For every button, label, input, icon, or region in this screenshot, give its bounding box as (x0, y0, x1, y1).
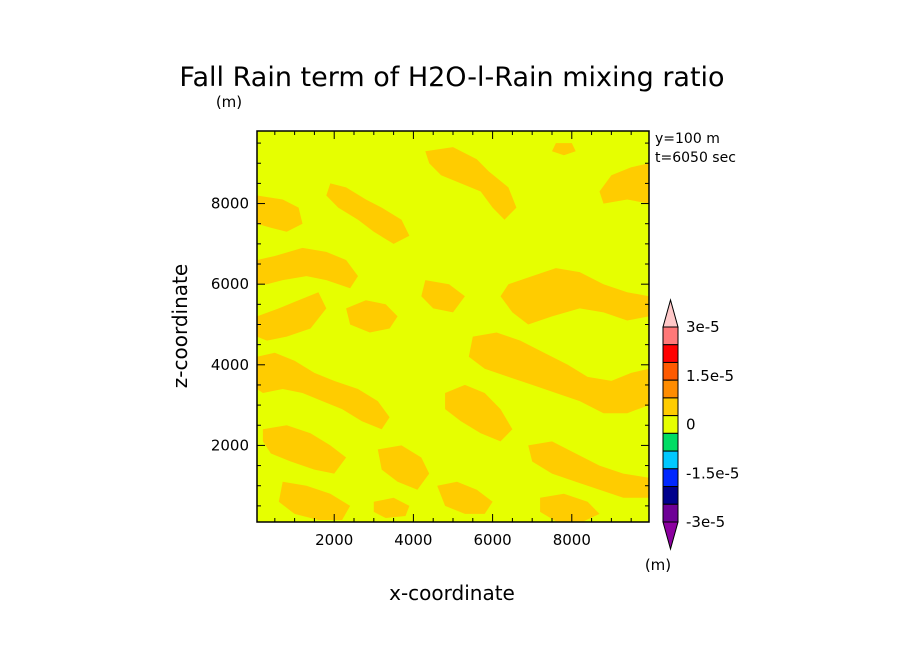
y-tick-label: 4000 (211, 356, 249, 374)
title-unit: (m) (216, 93, 242, 111)
contour-region (425, 147, 517, 220)
y-axis-label: z-coordinate (168, 264, 192, 388)
colorbar: 3e-5 1.5e-5 0 -1.5e-5 -3e-5 (662, 298, 739, 551)
contour-regions (257, 143, 649, 522)
y-tick-label: 6000 (211, 275, 249, 293)
plot-area: 2000 4000 6000 8000 2000 4000 6000 8000 (211, 130, 650, 549)
contour-region (257, 247, 358, 289)
colorbar-swatch (662, 379, 679, 399)
contour-region (377, 445, 430, 490)
contour-region (500, 268, 649, 325)
colorbar-swatch (662, 415, 679, 434)
colorbar-swatch (662, 450, 679, 470)
annotation-y: y=100 m (655, 131, 720, 147)
contour-region (528, 441, 649, 498)
contour-region (257, 292, 327, 341)
contour-region (421, 280, 465, 313)
x-axis-label: x-coordinate (389, 581, 515, 605)
contour-region (445, 384, 513, 442)
y-tick-label: 8000 (211, 195, 249, 213)
contour-region (278, 481, 351, 520)
contour-region (262, 425, 347, 474)
colorbar-swatch (662, 486, 679, 505)
x-tick-label: 4000 (394, 531, 432, 549)
contour-region (468, 332, 649, 414)
colorbar-swatch (662, 326, 679, 346)
contour-region (326, 183, 410, 244)
colorbar-unit: (m) (645, 556, 671, 574)
contour-region (346, 300, 398, 333)
colorbar-tick-label: 0 (686, 416, 696, 434)
colorbar-max-arrow (662, 298, 679, 328)
axis-ticks: 2000 4000 6000 8000 2000 4000 6000 8000 (211, 131, 649, 549)
x-tick-label: 2000 (315, 531, 353, 549)
contour-region (540, 493, 600, 522)
colorbar-tick-label: -3e-5 (686, 513, 725, 531)
contour-region (373, 497, 410, 518)
contour-region (599, 163, 649, 204)
x-tick-label: 6000 (474, 531, 512, 549)
colorbar-swatch (662, 397, 679, 417)
colorbar-tick-label: -1.5e-5 (686, 464, 739, 482)
contour-region (437, 481, 493, 514)
x-tick-label: 8000 (553, 531, 591, 549)
colorbar-swatch (662, 503, 679, 523)
colorbar-swatch (662, 361, 679, 381)
colorbar-min-arrow (662, 521, 679, 551)
annotation-t: t=6050 sec (655, 150, 736, 166)
chart-title: Fall Rain term of H2O-l-Rain mixing rati… (179, 62, 724, 93)
y-tick-label: 2000 (211, 436, 249, 454)
colorbar-swatch (662, 344, 679, 363)
colorbar-tick-label: 1.5e-5 (686, 367, 734, 385)
colorbar-tick-label: 3e-5 (686, 318, 720, 336)
contour-region (552, 143, 576, 156)
colorbar-swatch (662, 468, 679, 488)
contour-region (257, 195, 303, 232)
contour-region (257, 352, 390, 430)
colorbar-swatch (662, 432, 679, 452)
